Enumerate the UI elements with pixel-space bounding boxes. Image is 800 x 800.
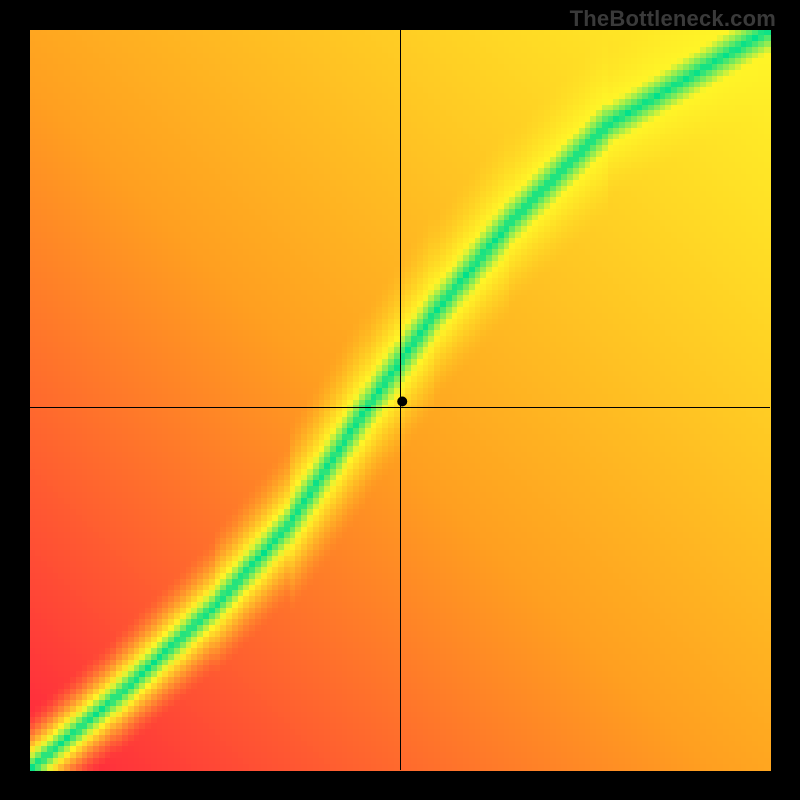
chart-container: TheBottleneck.com: [0, 0, 800, 800]
bottleneck-heatmap: [0, 0, 800, 800]
watermark-text: TheBottleneck.com: [570, 6, 776, 32]
